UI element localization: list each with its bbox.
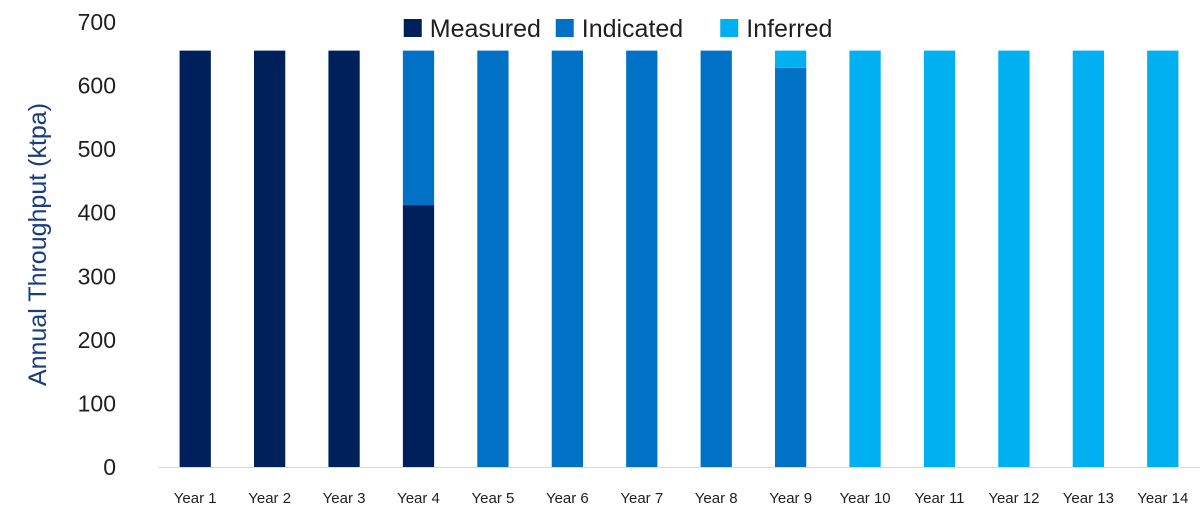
- bar-segment-indicated: [551, 50, 583, 467]
- bar-segment-indicated: [775, 67, 807, 468]
- x-tick-label: Year 6: [546, 490, 589, 507]
- legend-swatch-indicated: [555, 19, 574, 37]
- bar-segment-indicated: [402, 50, 435, 206]
- x-tick-label: Year 12: [988, 490, 1039, 507]
- x-tick-label: Year 10: [839, 490, 890, 507]
- y-axis-ticks: 0 100 200 300 400 500 600 700: [78, 9, 116, 480]
- x-axis-ticks: Year 1 Year 2 Year 3 Year 4 Year 5 Year 6 Year…: [174, 490, 1189, 507]
- y-tick-label: 100: [78, 390, 116, 416]
- x-tick-label: Year 4: [397, 490, 440, 507]
- legend-swatch-measured: [403, 19, 422, 37]
- bar-segment-inferred: [998, 50, 1030, 467]
- y-tick-label: 0: [103, 454, 116, 480]
- y-tick-label: 500: [78, 136, 116, 162]
- y-tick-label: 300: [78, 263, 116, 289]
- x-tick-label: Year 7: [620, 490, 663, 507]
- x-tick-label: Year 9: [769, 490, 812, 507]
- y-tick-label: 400: [78, 200, 116, 226]
- bar-segment-measured: [179, 50, 211, 467]
- x-tick-label: Year 8: [695, 490, 738, 507]
- bars: [179, 50, 1179, 468]
- x-tick-label: Year 11: [914, 490, 964, 507]
- y-tick-label: 200: [78, 327, 116, 353]
- legend-label: Inferred: [746, 15, 832, 43]
- bar-segment-indicated: [477, 50, 509, 467]
- bar-segment-measured: [328, 50, 360, 467]
- bar-segment-inferred: [923, 50, 956, 467]
- x-tick-label: Year 5: [472, 490, 515, 507]
- x-tick-label: Year 3: [323, 490, 366, 507]
- bar-segment-indicated: [626, 50, 658, 467]
- x-tick-label: Year 2: [248, 490, 291, 507]
- x-tick-label: Year 13: [1063, 490, 1114, 507]
- x-tick-label: Year 14: [1137, 490, 1188, 507]
- bar-segment-measured: [254, 50, 286, 467]
- bar-segment-inferred: [1147, 50, 1179, 467]
- legend-label: Indicated: [582, 15, 683, 43]
- bar-segment-indicated: [700, 50, 732, 467]
- bar-segment-inferred: [1072, 50, 1104, 467]
- y-axis-title: Annual Throughput (ktpa): [24, 103, 52, 386]
- bar-segment-inferred: [775, 50, 807, 68]
- x-tick-label: Year 1: [174, 490, 217, 507]
- bar-segment-measured: [402, 205, 435, 468]
- y-tick-label: 700: [78, 9, 116, 35]
- legend: Measured Indicated Inferred: [403, 15, 832, 43]
- legend-swatch-inferred: [720, 19, 739, 37]
- bar-segment-inferred: [849, 50, 881, 467]
- y-tick-label: 600: [78, 73, 116, 99]
- legend-label: Measured: [430, 15, 541, 43]
